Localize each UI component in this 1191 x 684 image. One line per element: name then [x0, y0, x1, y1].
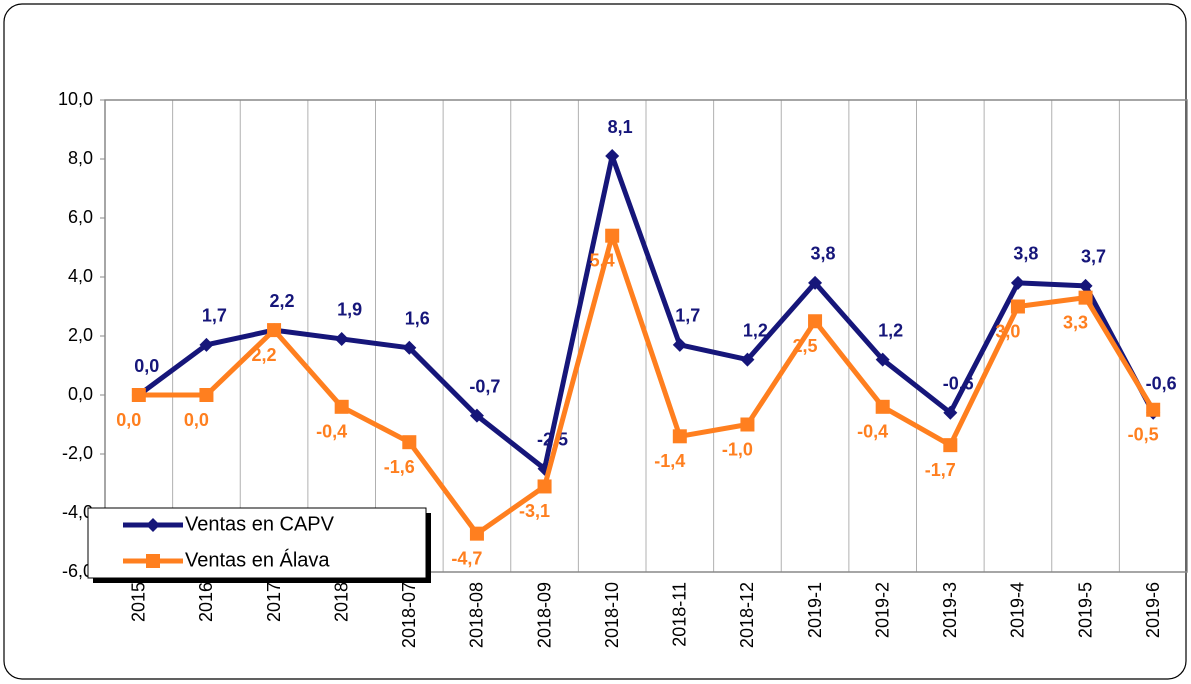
series-line — [138, 233, 1156, 537]
y-tick-label: -4,0 — [62, 502, 93, 522]
marker — [469, 526, 484, 541]
data-label: 1,6 — [405, 309, 430, 329]
y-tick-label: 10,0 — [58, 89, 93, 109]
marker — [1010, 299, 1025, 314]
data-label: 1,7 — [675, 306, 700, 326]
data-label: 8,1 — [608, 117, 633, 137]
y-tick-label: 4,0 — [68, 266, 93, 286]
data-label: -0,4 — [316, 422, 347, 442]
x-tick-label: 2018-10 — [602, 582, 622, 648]
marker — [875, 399, 890, 414]
marker — [199, 337, 214, 352]
legend-label: Ventas en Álava — [185, 548, 330, 571]
series-line — [137, 153, 1156, 472]
marker — [943, 405, 958, 420]
data-label: -0,4 — [857, 422, 888, 442]
x-tick-label: 2016 — [196, 582, 216, 622]
marker — [740, 417, 755, 432]
data-label: 0,0 — [116, 410, 141, 430]
data-label: 1,2 — [878, 320, 903, 340]
marker — [402, 435, 417, 450]
data-label: 3,8 — [1013, 244, 1038, 264]
x-tick-label: 2018-07 — [399, 582, 419, 648]
marker — [875, 352, 890, 367]
data-label: -1,6 — [384, 457, 415, 477]
data-label: -1,0 — [722, 439, 753, 459]
x-tick-label: 2017 — [264, 582, 284, 622]
y-tick-label: 0,0 — [68, 384, 93, 404]
marker — [334, 399, 349, 414]
data-label: 2,2 — [252, 345, 277, 365]
data-label: -3,1 — [519, 501, 550, 521]
data-label: 1,7 — [202, 306, 227, 326]
marker — [334, 331, 349, 346]
legend — [87, 507, 427, 579]
marker — [672, 337, 687, 352]
marker — [199, 388, 214, 402]
marker — [1010, 275, 1025, 290]
marker — [605, 149, 620, 164]
marker — [1146, 402, 1161, 417]
y-tick-label: -6,0 — [62, 561, 93, 581]
y-tick-label: 6,0 — [68, 207, 93, 227]
x-tick-label: 2019-4 — [1008, 582, 1028, 638]
marker — [402, 340, 417, 355]
x-tick-label: 2019-6 — [1143, 582, 1163, 638]
legend-marker — [146, 518, 160, 532]
data-label: -4,7 — [451, 548, 482, 568]
x-tick-label: 2018-09 — [534, 582, 554, 648]
legend-label: Ventas en CAPV — [185, 513, 335, 535]
x-tick-label: 2019-2 — [872, 582, 892, 638]
data-label: 1,9 — [337, 300, 362, 320]
data-label: -0,6 — [1146, 373, 1177, 393]
marker — [1078, 278, 1093, 293]
x-tick-label: 2019-5 — [1075, 582, 1095, 638]
data-label: -0,7 — [469, 376, 500, 396]
marker — [537, 479, 552, 494]
x-tick-label: 2018-11 — [670, 582, 690, 647]
marker — [672, 429, 687, 444]
x-tick-label: 2018-08 — [467, 582, 487, 648]
marker — [267, 323, 282, 338]
data-label: -1,7 — [925, 460, 956, 480]
data-label: 1,2 — [743, 320, 768, 340]
marker — [1078, 290, 1093, 305]
legend-marker — [146, 554, 160, 568]
x-tick-label: 2019-3 — [940, 582, 960, 638]
y-tick-label: 8,0 — [68, 148, 93, 168]
data-label: 3,7 — [1081, 247, 1106, 267]
x-tick-label: 2019-1 — [805, 582, 825, 638]
x-tick-label: 2015 — [129, 582, 149, 622]
data-label: -0,5 — [1128, 425, 1159, 445]
data-label: 2,5 — [793, 336, 818, 356]
y-tick-label: 2,0 — [68, 325, 93, 345]
marker — [605, 228, 620, 243]
data-label: -0,6 — [943, 373, 974, 393]
data-label: 2,2 — [270, 291, 295, 311]
marker — [808, 275, 823, 290]
data-label: -1,4 — [654, 451, 685, 471]
marker — [943, 438, 958, 453]
marker — [740, 352, 755, 367]
marker — [808, 314, 823, 329]
data-label: 0,0 — [184, 410, 209, 430]
data-label: 5,4 — [590, 250, 615, 270]
data-label: 3,0 — [995, 321, 1020, 341]
data-label: -2,5 — [537, 430, 568, 450]
x-tick-label: 2018-12 — [737, 582, 757, 648]
data-label: 0,0 — [134, 356, 159, 376]
data-label: 3,8 — [811, 244, 836, 264]
marker — [469, 408, 484, 423]
y-tick-label: -2,0 — [62, 443, 93, 463]
x-tick-label: 2018 — [331, 582, 351, 622]
data-label: 3,3 — [1063, 312, 1088, 332]
marker — [131, 388, 146, 402]
